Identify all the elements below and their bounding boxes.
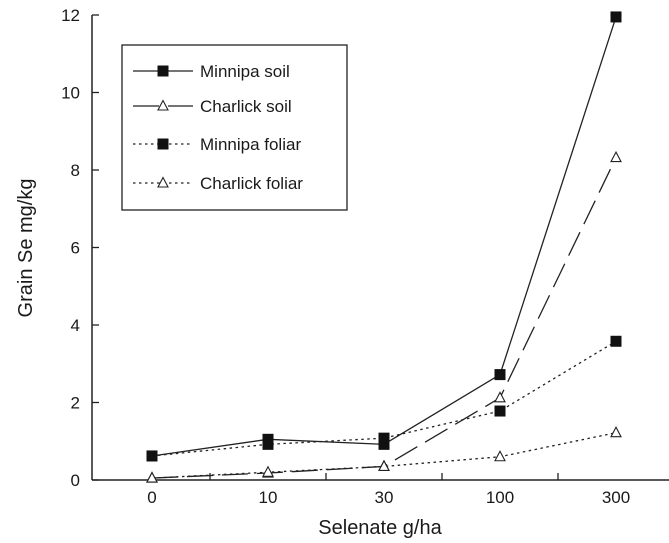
legend-item: Minnipa foliar (133, 135, 301, 154)
data-point-square (378, 432, 390, 444)
x-tick-label: 30 (375, 488, 394, 507)
plot-area: 0 2 4 6 8 10 12 0 10 30 100 300 (61, 6, 669, 507)
y-axis-ticks: 0 2 4 6 8 10 12 (61, 6, 99, 490)
data-point-square (157, 138, 169, 150)
legend-item: Minnipa soil (133, 62, 290, 81)
legend-label: Charlick foliar (200, 174, 303, 193)
y-tick-label: 4 (71, 316, 80, 335)
series-line (151, 340, 617, 457)
y-tick-label: 0 (71, 471, 80, 490)
data-point-square (146, 450, 158, 462)
data-point-square (610, 11, 622, 23)
x-axis-title: Selenate g/ha (318, 517, 442, 539)
legend-label: Minnipa soil (200, 62, 290, 81)
data-point-triangle (157, 99, 169, 111)
legend: Minnipa soil Charlick soil Minnipa foliar C… (121, 44, 348, 211)
data-point-square (494, 369, 506, 381)
data-point-triangle (378, 459, 390, 471)
data-point-triangle (157, 176, 169, 188)
data-point-triangle (494, 391, 506, 403)
data-point-square (610, 335, 622, 347)
series-minnipa-foliar (146, 335, 622, 462)
legend-item: Charlick soil (133, 97, 292, 116)
y-tick-label: 2 (71, 394, 80, 413)
y-axis-title: Grain Se mg/kg (15, 179, 37, 318)
y-tick-label: 8 (71, 161, 80, 180)
x-tick-label: 300 (602, 488, 630, 507)
x-axis-ticks: 0 10 30 100 300 (147, 473, 630, 507)
y-tick-label: 6 (71, 239, 80, 258)
data-point-square (262, 438, 274, 450)
y-tick-label: 10 (61, 84, 80, 103)
y-tick-label: 12 (61, 6, 80, 25)
data-point-triangle (610, 150, 622, 163)
data-point-triangle (494, 450, 506, 462)
legend-label: Minnipa foliar (200, 135, 301, 154)
data-point-square (494, 405, 506, 417)
x-tick-label: 10 (259, 488, 278, 507)
data-point-triangle (610, 426, 622, 438)
series-charlick-foliar (146, 426, 622, 483)
data-point-triangle (262, 465, 274, 477)
x-tick-label: 100 (486, 488, 514, 507)
legend-label: Charlick soil (200, 97, 292, 116)
series-layer (146, 11, 622, 483)
data-point-square (157, 65, 169, 77)
legend-item: Charlick foliar (133, 174, 303, 193)
x-tick-label: 0 (147, 488, 156, 507)
data-point-triangle (146, 471, 158, 483)
